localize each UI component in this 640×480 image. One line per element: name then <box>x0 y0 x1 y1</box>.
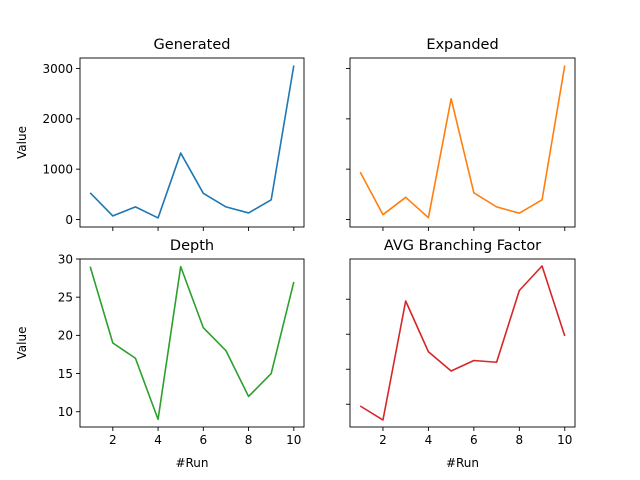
series-line <box>359 265 566 421</box>
panel-generated: 0 1000 2000 3000 Generated Value <box>15 37 305 231</box>
axes-frame <box>79 258 305 428</box>
y-tick-label: 0 <box>65 213 73 227</box>
series-line <box>89 65 295 219</box>
x-tick-label: 4 <box>425 433 433 447</box>
y-tick-label: 15 <box>58 367 73 381</box>
x-axis-label: #Run <box>175 456 208 470</box>
y-tick-label: 2000 <box>42 112 73 126</box>
y-axis-label: Value <box>15 126 29 159</box>
panel-avg-branching-factor: 2 4 6 8 10 AVG Branching Factor #Run <box>346 238 576 470</box>
y-axis-label: Value <box>15 327 29 360</box>
x-tick-label: 6 <box>470 433 478 447</box>
x-tick-label: 10 <box>557 433 572 447</box>
series-line <box>89 265 295 421</box>
series-line <box>359 65 566 219</box>
y-tick-label: 10 <box>58 405 73 419</box>
axes-frame <box>79 57 305 228</box>
panel-depth: 2 4 6 8 10 10 15 20 25 30 Depth #Run Value <box>15 238 305 470</box>
subplot-title: AVG Branching Factor <box>384 238 541 254</box>
x-tick-label: 2 <box>379 433 387 447</box>
subplot-title: Expanded <box>426 37 498 53</box>
y-tick-label: 3000 <box>42 62 73 76</box>
y-tick-label: 30 <box>58 252 73 266</box>
x-tick-label: 8 <box>515 433 523 447</box>
y-tick-label: 25 <box>58 290 73 304</box>
y-tick-label: 20 <box>58 329 73 343</box>
x-tick-label: 4 <box>154 433 162 447</box>
axes-frame <box>349 57 576 228</box>
subplot-title: Generated <box>154 37 231 53</box>
x-tick-label: 6 <box>199 433 207 447</box>
x-tick-label: 8 <box>245 433 253 447</box>
x-tick-label: 2 <box>109 433 117 447</box>
x-tick-label: 10 <box>286 433 301 447</box>
axes-frame <box>349 258 576 428</box>
x-axis-label: #Run <box>446 456 479 470</box>
subplot-title: Depth <box>170 238 214 254</box>
y-tick-label: 1000 <box>42 162 73 176</box>
panel-expanded: Expanded <box>346 37 576 231</box>
